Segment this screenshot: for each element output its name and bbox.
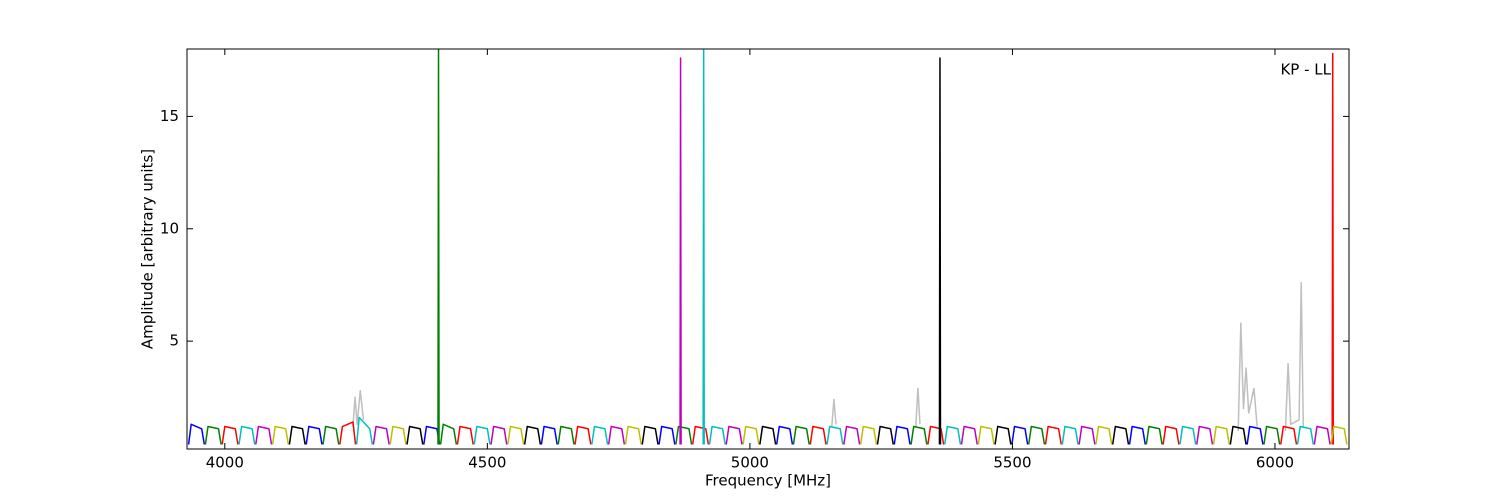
plot-frame bbox=[186, 48, 1350, 450]
spectrum-line bbox=[255, 57, 1331, 445]
spectrum-line bbox=[238, 49, 1315, 445]
y-tick-label: 15 bbox=[160, 107, 179, 125]
spectrum-line bbox=[187, 423, 1264, 445]
x-axis-label: Frequency [MHz] bbox=[705, 472, 831, 490]
y-tick-label: 10 bbox=[160, 219, 179, 237]
spectrum-line bbox=[271, 425, 1348, 445]
x-tick-label: 4500 bbox=[468, 454, 506, 472]
x-tick-label: 5500 bbox=[993, 454, 1031, 472]
x-tick-label: 5000 bbox=[731, 454, 769, 472]
y-tick-label: 5 bbox=[169, 332, 179, 350]
x-tick-label: 6000 bbox=[1256, 454, 1294, 472]
spectrum-line bbox=[288, 57, 1247, 445]
spectrum-line bbox=[221, 52, 1334, 445]
plot-lines bbox=[187, 49, 1348, 445]
spectrum-line bbox=[352, 281, 1305, 432]
x-tick-label: 4000 bbox=[206, 454, 244, 472]
annotation: KP - LL bbox=[1280, 61, 1331, 79]
spectrum-line bbox=[204, 49, 1281, 445]
y-axis-label: Amplitude [arbitrary units] bbox=[139, 149, 157, 349]
